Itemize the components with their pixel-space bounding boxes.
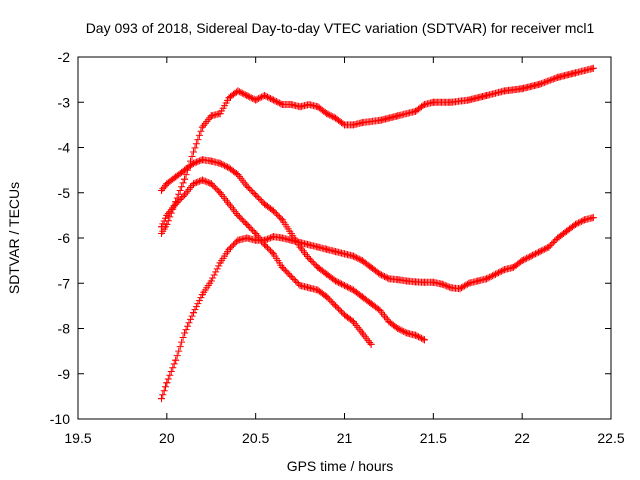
x-axis: 19.5 20 20.5 21 21.5 22 22.5 <box>64 57 625 446</box>
series-track-2 <box>158 156 428 344</box>
series-marker-trail <box>158 156 428 344</box>
y-tick-label: -4 <box>58 140 71 156</box>
x-tick-label: 22.5 <box>597 430 624 446</box>
series-track-4 <box>158 214 597 403</box>
y-tick-label: -8 <box>58 321 71 337</box>
series-marker-trail <box>158 214 597 403</box>
x-tick-label: 22 <box>514 430 530 446</box>
series-marker-trail <box>158 176 375 348</box>
x-tick-label: 20.5 <box>242 430 269 446</box>
x-tick-label: 19.5 <box>64 430 91 446</box>
series-track-3 <box>158 176 375 348</box>
x-axis-label: GPS time / hours <box>287 458 394 474</box>
plot-frame <box>77 56 612 420</box>
y-tick-label: -3 <box>58 94 71 110</box>
x-tick-label: 20 <box>159 430 175 446</box>
y-tick-label: -2 <box>58 49 71 65</box>
series-marker-trail <box>158 64 597 237</box>
y-axis: -10 -9 -8 -7 -6 -5 -4 -3 -2 <box>50 49 611 427</box>
y-axis-label: SDTVAR / TECUs <box>6 182 22 294</box>
y-tick-label: -5 <box>58 185 71 201</box>
y-tick-label: -7 <box>58 275 71 291</box>
x-tick-label: 21.5 <box>420 430 447 446</box>
y-tick-label: -6 <box>58 230 71 246</box>
series-track-1 <box>158 64 597 237</box>
chart-title: Day 093 of 2018, Sidereal Day-to-day VTE… <box>86 20 595 36</box>
y-tick-label: -9 <box>58 366 71 382</box>
y-tick-label: -10 <box>50 411 70 427</box>
x-tick-label: 21 <box>337 430 353 446</box>
data-series-layer <box>158 64 597 403</box>
